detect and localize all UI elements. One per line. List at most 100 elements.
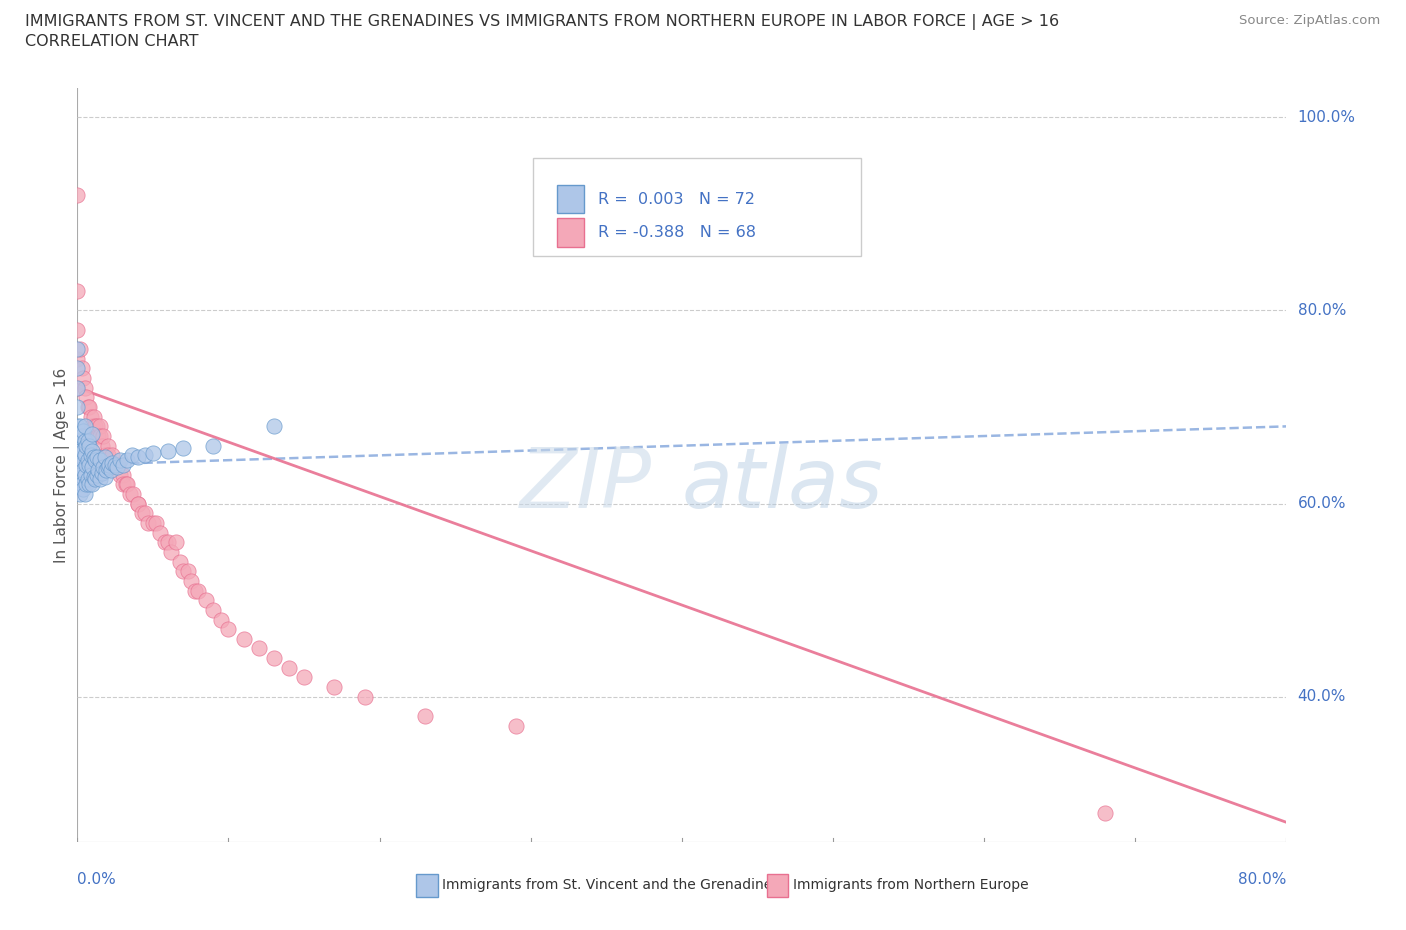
Point [142, 446, 165, 461]
Point [83, 469, 105, 484]
Point [82, 443, 104, 458]
Point [187, 583, 209, 598]
Point [69, 467, 91, 482]
Point [172, 564, 194, 578]
Text: Source: ZipAtlas.com: Source: ZipAtlas.com [1240, 14, 1381, 27]
Point [218, 622, 240, 637]
Point [79, 400, 101, 415]
Point [66, 477, 89, 492]
Point [73, 433, 96, 448]
Point [278, 660, 301, 675]
Point [247, 641, 270, 656]
Point [80, 467, 103, 482]
Point [93, 448, 115, 463]
FancyBboxPatch shape [416, 874, 437, 897]
Point [263, 651, 285, 666]
Point [90, 438, 112, 453]
Point [176, 564, 198, 578]
Point [108, 453, 131, 468]
Point [66, 284, 89, 299]
Point [84, 453, 107, 468]
Point [100, 458, 122, 472]
Point [66, 352, 89, 366]
Point [165, 535, 187, 550]
Point [90, 465, 112, 480]
Text: ZIP: ZIP [520, 444, 652, 525]
Point [72, 371, 94, 386]
Point [66, 400, 89, 415]
Point [149, 525, 172, 540]
Point [172, 440, 194, 455]
Point [157, 443, 180, 458]
Point [96, 459, 118, 474]
Point [70, 361, 93, 376]
Point [69, 341, 91, 356]
FancyBboxPatch shape [533, 158, 860, 257]
Point [77, 453, 100, 468]
Point [87, 429, 110, 444]
Point [86, 418, 108, 433]
Text: 0.0%: 0.0% [77, 872, 117, 887]
Point [120, 486, 142, 501]
Point [79, 438, 101, 453]
Point [73, 448, 96, 463]
FancyBboxPatch shape [557, 185, 583, 213]
Point [69, 443, 91, 458]
Point [77, 433, 100, 448]
Point [66, 418, 89, 433]
Point [82, 427, 104, 442]
Point [111, 477, 134, 492]
Point [1094, 805, 1116, 820]
Text: 80.0%: 80.0% [1239, 872, 1286, 887]
Point [82, 459, 104, 474]
Point [72, 443, 94, 458]
Point [77, 472, 100, 487]
Point [82, 418, 104, 433]
Text: 80.0%: 80.0% [1298, 303, 1346, 318]
Point [75, 438, 97, 453]
Point [180, 574, 202, 589]
Point [87, 462, 110, 477]
Point [107, 458, 129, 472]
Point [75, 390, 97, 405]
Text: 40.0%: 40.0% [1298, 689, 1346, 704]
Point [66, 448, 89, 463]
Point [157, 535, 180, 550]
Point [80, 448, 103, 463]
Point [108, 467, 131, 482]
Point [323, 680, 346, 695]
Point [66, 187, 89, 202]
Text: IMMIGRANTS FROM ST. VINCENT AND THE GRENADINES VS IMMIGRANTS FROM NORTHERN EUROP: IMMIGRANTS FROM ST. VINCENT AND THE GREN… [25, 14, 1060, 30]
Point [101, 448, 124, 463]
Point [69, 486, 91, 501]
Point [184, 583, 207, 598]
Point [66, 438, 89, 453]
Point [131, 506, 153, 521]
Point [73, 380, 96, 395]
Point [70, 453, 93, 468]
Point [80, 409, 103, 424]
Point [66, 323, 89, 338]
Point [104, 458, 127, 472]
Point [66, 380, 89, 395]
Point [89, 418, 111, 433]
Text: 100.0%: 100.0% [1298, 110, 1355, 125]
Point [122, 486, 145, 501]
Point [69, 418, 91, 433]
Point [105, 459, 128, 474]
Point [134, 448, 156, 463]
Point [72, 462, 94, 477]
Point [86, 450, 108, 465]
Point [98, 458, 121, 472]
Point [100, 462, 122, 477]
Point [104, 458, 127, 472]
Point [70, 429, 93, 444]
Point [114, 477, 136, 492]
Point [96, 448, 118, 463]
Point [73, 418, 96, 433]
Point [127, 450, 149, 465]
Point [194, 592, 217, 607]
Point [91, 429, 114, 444]
Point [79, 477, 101, 492]
Point [115, 477, 138, 492]
